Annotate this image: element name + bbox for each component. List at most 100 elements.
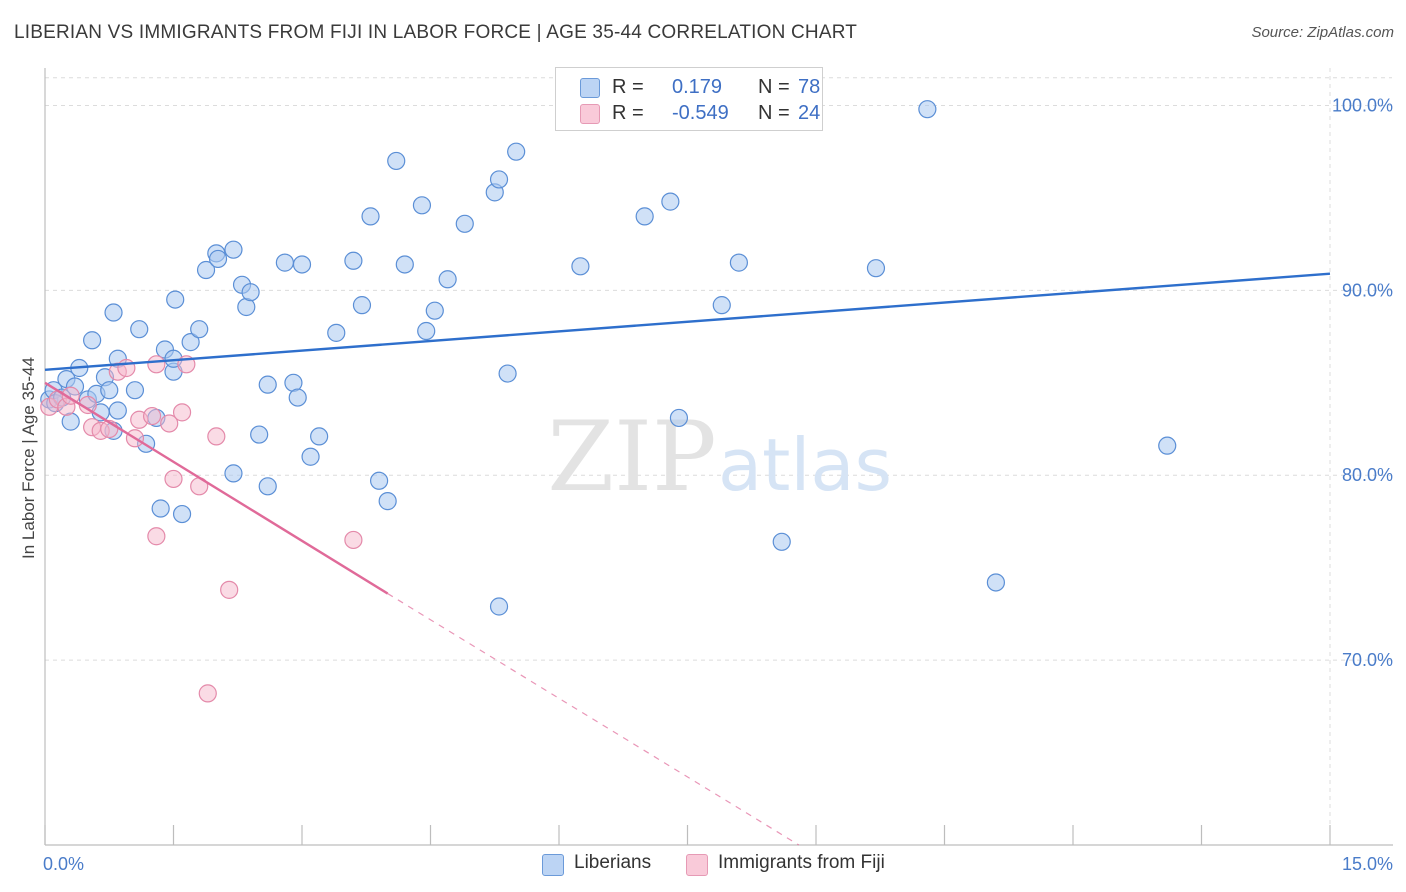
- legend-r-label: R =: [612, 76, 644, 98]
- liberians-point: [571, 257, 590, 276]
- liberians-point: [669, 408, 689, 428]
- liberians-point: [729, 253, 749, 272]
- fiji-point: [147, 355, 166, 374]
- legend-n-label: N =: [758, 76, 790, 98]
- grid-lines: [45, 68, 1392, 845]
- y-tick-label: 100.0%: [1332, 95, 1393, 115]
- liberians-point: [208, 249, 228, 269]
- liberians-point: [395, 255, 414, 274]
- liberians-point: [181, 333, 200, 352]
- legend-swatch-pink: [686, 854, 708, 876]
- liberians-point: [258, 477, 277, 496]
- liberians-point: [241, 283, 260, 302]
- liberians-point: [108, 401, 127, 420]
- fiji-point: [344, 530, 363, 550]
- fiji-trend-line-extension: [387, 593, 800, 846]
- liberians-points: [40, 100, 1177, 616]
- watermark-zip: ZIP: [547, 401, 716, 513]
- legend-n-value: 24: [798, 102, 821, 124]
- liberians-point: [288, 388, 307, 407]
- y-tick-label: 80.0%: [1342, 465, 1393, 485]
- legend-swatch-blue: [542, 854, 564, 876]
- chart-title: LIBERIAN VS IMMIGRANTS FROM FIJI IN LABO…: [14, 22, 858, 43]
- liberians-point: [327, 323, 346, 342]
- liberians-point: [1158, 436, 1177, 455]
- liberians-point: [489, 597, 509, 616]
- fiji-point: [142, 406, 162, 426]
- fiji-point: [117, 358, 136, 378]
- liberians-point: [344, 251, 363, 270]
- liberians-point: [100, 381, 119, 400]
- legend-r-value: 0.179: [672, 76, 723, 98]
- watermark: ZIP atlas: [547, 401, 892, 513]
- liberians-point: [151, 499, 170, 518]
- fiji-point: [160, 414, 179, 433]
- liberians-point: [125, 381, 145, 400]
- liberians-point: [712, 296, 731, 315]
- liberians-point: [635, 207, 654, 226]
- legend-label-liberians: Liberians: [574, 852, 652, 873]
- y-tick-label: 70.0%: [1342, 650, 1393, 670]
- liberians-point: [412, 196, 432, 215]
- fiji-point: [220, 580, 239, 599]
- liberians-point: [986, 573, 1006, 592]
- liberians-point: [190, 320, 209, 339]
- tick-labels: 70.0% 80.0% 90.0% 100.0% 0.0% 15.0%: [43, 95, 1393, 874]
- liberians-point: [301, 447, 320, 466]
- liberians-point: [918, 100, 937, 119]
- liberians-point: [387, 151, 406, 171]
- legend-swatch-pink: [580, 104, 600, 124]
- liberians-point: [130, 320, 149, 339]
- liberians-point: [224, 240, 243, 259]
- liberians-point: [772, 532, 791, 551]
- legend-n-label: N =: [758, 102, 790, 124]
- liberians-point: [172, 504, 192, 524]
- liberians-point: [310, 427, 329, 446]
- liberians-point: [104, 303, 123, 322]
- liberians-point: [425, 301, 444, 320]
- liberians-point: [292, 255, 312, 274]
- legend-n-value: 78: [798, 76, 821, 98]
- liberians-point: [224, 464, 243, 483]
- x-tick-label: 15.0%: [1342, 854, 1393, 874]
- fiji-point: [147, 527, 166, 546]
- fiji-point: [207, 427, 226, 446]
- liberians-trend-line: [44, 272, 1331, 372]
- liberians-point: [166, 290, 185, 309]
- source-label: Source: ZipAtlas.com: [1251, 24, 1394, 41]
- fiji-trend-line: [44, 381, 389, 595]
- legend-label-fiji: Immigrants from Fiji: [718, 852, 885, 873]
- fiji-point: [164, 469, 183, 489]
- axes: [44, 68, 1393, 846]
- legend-r-label: R =: [612, 102, 644, 124]
- liberians-point: [507, 142, 526, 161]
- liberians-point: [196, 260, 216, 280]
- watermark-atlas: atlas: [718, 423, 892, 507]
- liberians-point: [370, 471, 389, 490]
- series-legend: Liberians Immigrants from Fiji: [0, 852, 1406, 878]
- legend-r-value: -0.549: [672, 102, 729, 124]
- stats-legend: R = 0.179 N = 78 R = -0.549 N = 24: [555, 67, 823, 131]
- liberians-point: [438, 270, 457, 289]
- trend-lines: [44, 272, 1331, 846]
- fiji-point: [172, 403, 192, 422]
- liberians-point: [661, 192, 680, 211]
- legend-swatch-blue: [580, 78, 600, 98]
- liberians-point: [498, 364, 517, 383]
- x-tick-label: 0.0%: [43, 854, 84, 874]
- liberians-point: [417, 321, 436, 341]
- liberians-point: [455, 214, 474, 233]
- liberians-point: [489, 170, 509, 189]
- liberians-point: [378, 492, 397, 511]
- liberians-point: [352, 296, 372, 315]
- y-tick-label: 90.0%: [1342, 280, 1393, 300]
- fiji-points: [40, 355, 363, 703]
- y-axis-label: In Labor Force | Age 35-44: [19, 357, 38, 559]
- liberians-point: [866, 259, 886, 278]
- liberians-point: [250, 425, 269, 444]
- liberians-point: [258, 375, 277, 394]
- liberians-point: [275, 253, 294, 272]
- liberians-point: [83, 331, 102, 350]
- fiji-point: [198, 684, 217, 703]
